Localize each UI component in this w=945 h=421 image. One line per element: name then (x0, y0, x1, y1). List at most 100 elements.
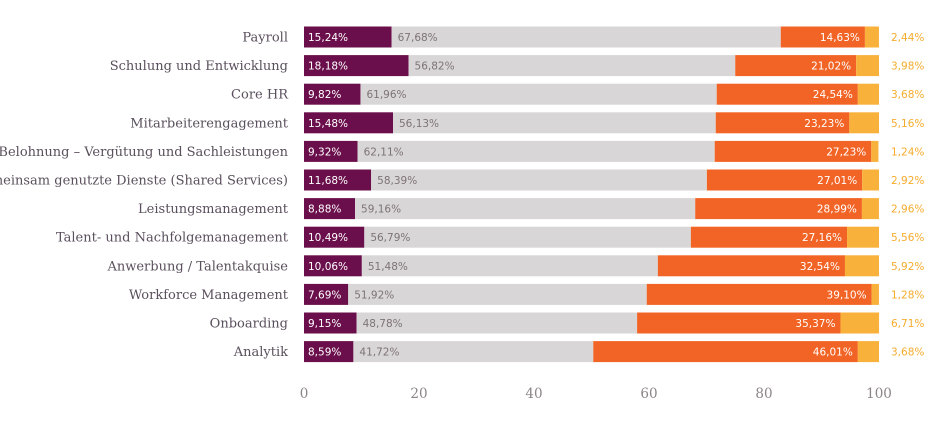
data-label: 24,54% (813, 89, 853, 101)
data-label: 3,98% (891, 61, 924, 73)
bar-segment (361, 255, 658, 277)
x-tick-label: 20 (410, 386, 427, 402)
bar-segment (871, 283, 879, 305)
data-label: 3,68% (891, 89, 924, 101)
bar-segment (364, 226, 691, 248)
data-label: 48,78% (363, 318, 403, 330)
bar-segment (304, 55, 409, 77)
data-label: 9,32% (308, 146, 341, 158)
category-label: Talent- und Nachfolgemanagement (56, 231, 289, 246)
bar-segment (356, 312, 638, 334)
data-label: 14,63% (820, 32, 860, 44)
bar-segment (849, 112, 879, 134)
bar-segment (871, 140, 879, 162)
bar-segment (715, 112, 850, 134)
category-label: Schulung und Entwicklung (110, 59, 288, 74)
bar-segment (864, 26, 879, 48)
data-label: 59,16% (361, 204, 401, 216)
bar-segment (735, 55, 857, 77)
bar-segment (847, 226, 879, 248)
bar-segment (355, 198, 696, 220)
data-label: 51,48% (368, 261, 408, 273)
data-label: 6,71% (891, 318, 924, 330)
bar-segment (304, 83, 361, 105)
data-label: 23,23% (804, 118, 844, 130)
data-label: 67,68% (398, 32, 438, 44)
bar-segment (304, 140, 358, 162)
bar-segment (593, 341, 858, 363)
bar-segment (304, 312, 357, 334)
data-label: 8,88% (308, 204, 341, 216)
data-label: 10,49% (308, 232, 348, 244)
data-label: 2,92% (891, 175, 924, 187)
bar-segment (861, 198, 879, 220)
bar-segment (304, 26, 392, 48)
data-label: 21,02% (811, 61, 851, 73)
bar-segment (393, 112, 716, 134)
data-label: 5,56% (891, 232, 924, 244)
bar-segment (304, 169, 372, 191)
bar-segment (862, 169, 879, 191)
data-label: 9,82% (308, 89, 341, 101)
bar-segment (857, 83, 879, 105)
data-label: 2,44% (891, 32, 924, 44)
x-tick-label: 0 (300, 386, 309, 402)
bar-segment (637, 312, 841, 334)
bar-segment (844, 255, 879, 277)
category-label: Payroll (242, 31, 288, 46)
data-label: 56,13% (399, 118, 439, 130)
bar-segment (304, 198, 356, 220)
category-label: Leistungsmanagement (138, 202, 289, 217)
data-label: 61,96% (366, 89, 406, 101)
bar-segment (371, 169, 707, 191)
data-label: 10,06% (308, 261, 348, 273)
bar-segment (353, 341, 594, 363)
data-label: 8,59% (308, 347, 341, 359)
category-label: Workforce Management (129, 288, 289, 303)
bar-segment (304, 112, 394, 134)
data-label: 39,10% (827, 289, 867, 301)
x-axis-ticks: 0 20 40 60 80 100 (300, 386, 892, 402)
bar-segment (304, 283, 349, 305)
bar-segment (304, 255, 362, 277)
data-label: 58,39% (377, 175, 417, 187)
data-label: 18,18% (308, 61, 348, 73)
category-label: Gemeinsam genutzte Dienste (Shared Servi… (0, 174, 288, 189)
x-tick-label: 60 (640, 386, 657, 402)
data-label: 32,54% (800, 261, 840, 273)
data-label: 51,92% (354, 289, 394, 301)
bar-segment (706, 169, 863, 191)
bar-segment (646, 283, 872, 305)
bar-segment (695, 198, 862, 220)
value-labels: 15,24% 67,68% 14,63% 2,44% 18,18% 56,82% 21,02… (308, 32, 924, 359)
data-label: 5,92% (891, 261, 924, 273)
data-label: 27,01% (817, 175, 857, 187)
x-tick-label: 40 (525, 386, 542, 402)
data-label: 7,69% (308, 289, 341, 301)
bar-segment (657, 255, 845, 277)
data-label: 1,24% (891, 146, 924, 158)
data-label: 3,68% (891, 347, 924, 359)
data-label: 15,24% (308, 32, 348, 44)
data-label: 35,37% (795, 318, 835, 330)
data-label: 41,72% (359, 347, 399, 359)
bar-segment (856, 55, 879, 77)
x-tick-label: 100 (866, 386, 892, 402)
bar-segment (716, 83, 858, 105)
bar-segment (408, 55, 736, 77)
bars-layer (304, 26, 880, 363)
category-label: Analytik (233, 345, 288, 360)
data-label: 11,68% (308, 175, 348, 187)
data-label: 28,99% (817, 204, 857, 216)
bar-segment (840, 312, 880, 334)
data-label: 56,82% (415, 61, 455, 73)
category-label: Anwerbung / Talentakquise (106, 259, 288, 274)
bar-segment (360, 83, 717, 105)
data-label: 56,79% (370, 232, 410, 244)
bar-segment (348, 283, 647, 305)
bar-segment (357, 140, 715, 162)
data-label: 2,96% (891, 204, 924, 216)
data-label: 5,16% (891, 118, 924, 130)
bar-segment (780, 26, 865, 48)
